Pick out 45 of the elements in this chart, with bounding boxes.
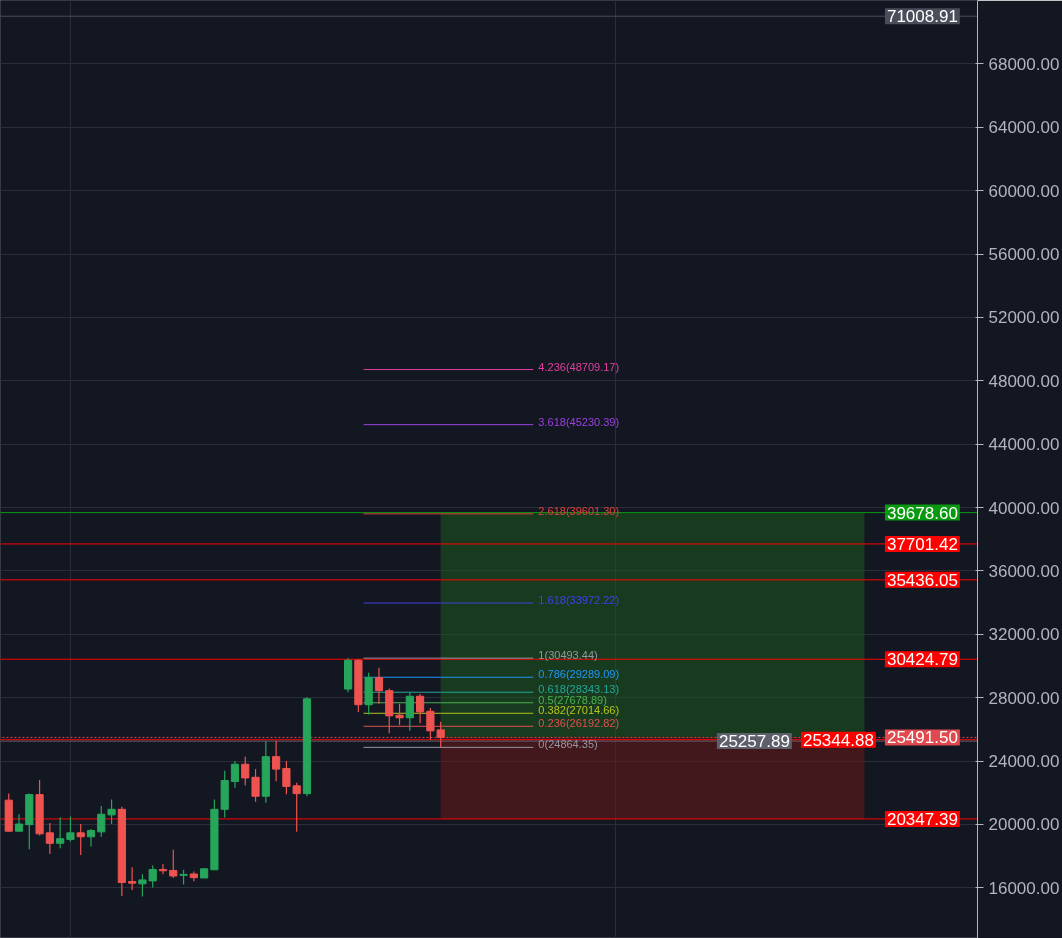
ref-line-label: 25344.88	[802, 730, 874, 750]
ref-line-label: 0(24864.35)	[538, 738, 598, 751]
y-tick-label: 20000.00	[988, 815, 1060, 835]
candlestick	[86, 828, 96, 848]
ref-line-label: 1(30493.44)	[538, 649, 598, 662]
ref-line-label: 35436.05	[886, 570, 958, 590]
y-tick-label: 52000.00	[988, 308, 1060, 328]
ref-line-label: 30424.79	[886, 650, 958, 670]
y-tick-label: 56000.00	[988, 245, 1060, 265]
y-tick-label: 28000.00	[988, 688, 1060, 708]
candlestick	[66, 815, 75, 843]
y-tick-label: 64000.00	[988, 118, 1060, 138]
ref-line-label: 39678.60	[886, 503, 958, 523]
ref-line-label: 3.618(45230.39)	[538, 415, 620, 428]
y-tick-label: 68000.00	[988, 54, 1060, 74]
candlestick	[45, 822, 54, 855]
y-tick-label: 32000.00	[988, 625, 1060, 645]
y-tick-label: 44000.00	[988, 435, 1060, 455]
ref-line-label: 0.786(29289.09)	[538, 668, 620, 681]
ref-line-label: 20347.39	[886, 809, 958, 829]
ref-line-label: 25491.50	[886, 728, 958, 748]
ref-line-label: 4.236(48709.17)	[538, 360, 620, 373]
candlestick	[14, 813, 24, 832]
ref-line-label: 37701.42	[886, 534, 958, 554]
candlestick	[230, 760, 240, 789]
candlestick	[76, 823, 85, 856]
ref-line-label: 1.618(33972.22)	[538, 594, 620, 607]
candlestick	[56, 816, 65, 849]
candlestick	[395, 703, 404, 726]
candlestick	[374, 667, 384, 705]
candlestick	[416, 693, 425, 724]
y-tick-label: 24000.00	[988, 752, 1060, 772]
candlestick	[128, 866, 137, 891]
ref-line-label: 25257.89	[718, 732, 790, 752]
y-tick-label: 36000.00	[988, 561, 1060, 581]
y-tick-label: 40000.00	[988, 498, 1060, 518]
ref-line-label: 0.618(28343.13)	[538, 683, 620, 696]
y-tick-label: 48000.00	[988, 371, 1060, 391]
candlestick	[169, 849, 178, 879]
candlestick	[272, 740, 281, 782]
y-tick-label: 16000.00	[988, 878, 1060, 898]
y-tick-label: 60000.00	[988, 181, 1060, 201]
ref-line-label: 71008.91	[886, 7, 958, 27]
candlestick	[405, 691, 414, 732]
ref-line-label: 0.236(26192.82)	[538, 717, 620, 730]
